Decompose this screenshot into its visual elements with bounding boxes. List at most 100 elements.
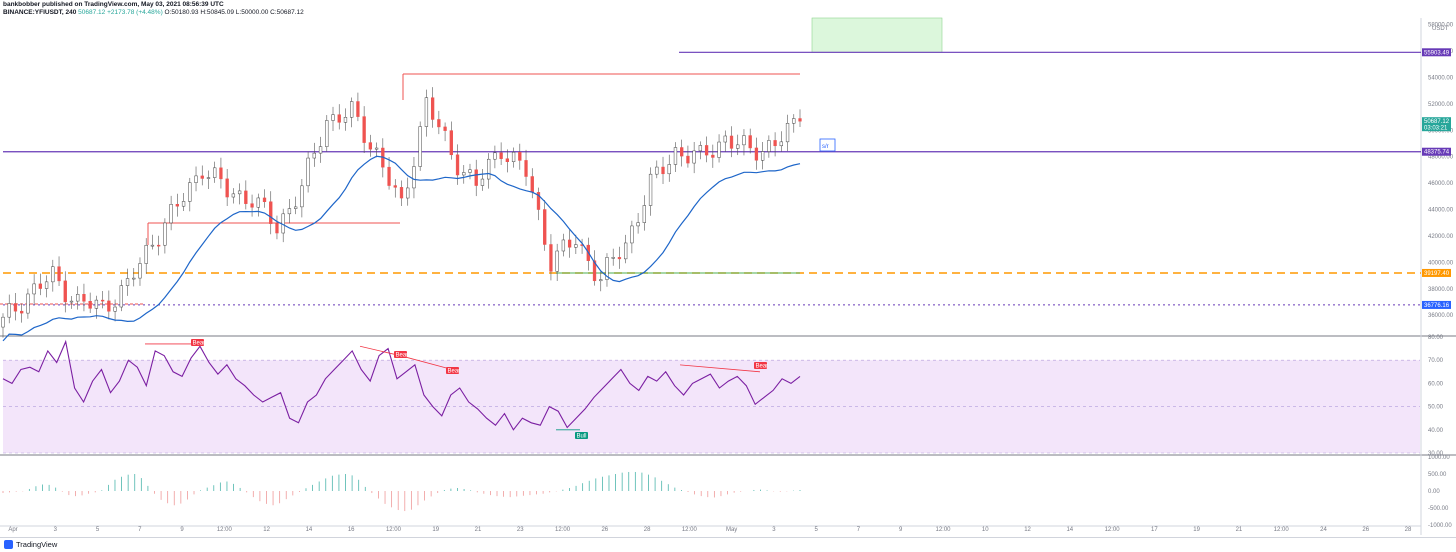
candle-body — [387, 166, 391, 186]
candle-body — [723, 135, 727, 143]
time-tick-label: 21 — [475, 527, 482, 533]
price-tick-label: 44000.00 — [1428, 208, 1454, 214]
time-tick-label: 12:00 — [386, 527, 402, 533]
candle-body — [244, 190, 248, 204]
candle-body — [275, 223, 279, 234]
time-tick-label: 28 — [1405, 527, 1412, 533]
candle-body — [680, 147, 684, 157]
rsi-tick-label: 50.00 — [1428, 405, 1444, 411]
rsi-tick-label: 30.00 — [1428, 451, 1444, 457]
candle-body — [443, 126, 447, 131]
signal-tag — [575, 432, 588, 439]
candle-body — [437, 119, 441, 128]
candle-body — [549, 244, 553, 272]
candle-body — [742, 135, 746, 146]
candle-body — [256, 197, 260, 208]
candle-body — [76, 294, 80, 302]
candle-body — [592, 260, 597, 282]
candle-body — [630, 225, 634, 244]
candle-body — [163, 222, 167, 246]
candle-body — [69, 300, 74, 303]
candle-body — [406, 187, 410, 199]
candle-body — [798, 118, 802, 122]
candle-body — [88, 300, 92, 309]
signal-label: Bear — [756, 364, 769, 370]
tradingview-logo-icon[interactable] — [4, 540, 13, 549]
candle-body — [543, 209, 547, 245]
candle-body — [424, 97, 429, 127]
candle-body — [505, 158, 510, 163]
currency-label: USDT — [1432, 26, 1449, 32]
candle-body — [368, 142, 373, 150]
signal-label: Bear — [448, 369, 461, 375]
time-tick-label: 10 — [982, 527, 989, 533]
candle-body — [698, 145, 703, 152]
price-tick-label: 46000.00 — [1428, 181, 1454, 187]
osc-tick-label: 1000.00 — [1428, 455, 1450, 461]
candle-body — [561, 239, 566, 252]
footer-bar: TradingView — [0, 537, 1456, 552]
price-change: +2173.78 (+4.48%) — [107, 9, 163, 16]
candle-body — [138, 263, 142, 279]
chart-header: bankbobber published on TradingView.com,… — [3, 1, 304, 17]
candle-body — [430, 97, 435, 120]
candle-body — [704, 145, 709, 156]
divergence-line — [359, 345, 401, 356]
rsi-tick-label: 60.00 — [1428, 381, 1444, 387]
candle-body — [624, 242, 628, 260]
candle-body — [605, 257, 609, 280]
price-tick-label: 38000.00 — [1428, 287, 1454, 293]
candle-body — [325, 120, 329, 147]
candle-body — [20, 310, 24, 314]
candle-body — [157, 244, 161, 247]
candle-body — [125, 278, 130, 286]
symbol-label: BINANCE:YFIUSDT, 240 — [3, 9, 77, 16]
time-tick-label: 17 — [1151, 527, 1158, 533]
candle-body — [717, 141, 721, 158]
signal-tag — [754, 362, 767, 369]
candle-body — [94, 299, 99, 309]
time-tick-label: 23 — [517, 527, 524, 533]
brand-name[interactable]: TradingView — [16, 540, 58, 549]
candle-body — [686, 155, 690, 164]
osc-tick-label: 500.00 — [1428, 472, 1447, 478]
time-tick-label: 3 — [54, 527, 58, 533]
candle-body — [493, 152, 497, 160]
rsi-tick-label: 70.00 — [1428, 358, 1444, 364]
candle-body — [200, 175, 204, 179]
candle-body — [231, 193, 236, 198]
candle-body — [169, 204, 173, 224]
open-value: O:50180.93 — [164, 9, 199, 16]
candle-body — [511, 151, 516, 163]
candle-body — [181, 201, 186, 207]
candle-body — [63, 280, 67, 303]
candle-body — [362, 116, 366, 143]
candle-body — [175, 204, 179, 207]
candle-body — [729, 135, 734, 149]
price-tick-label: 48000.00 — [1428, 155, 1454, 161]
candle-body — [754, 147, 759, 161]
price-label-bg — [1422, 117, 1451, 132]
time-tick-label: 26 — [1362, 527, 1369, 533]
time-tick-label: 12 — [263, 527, 270, 533]
candle-body — [300, 185, 304, 208]
time-tick-label: 12 — [1024, 527, 1031, 533]
candle-body — [356, 101, 360, 117]
signal-label: Bull — [577, 434, 587, 440]
candle-body — [150, 244, 155, 247]
candle-body — [673, 147, 678, 165]
candle-body — [269, 201, 273, 224]
candle-body — [692, 150, 696, 164]
candle-body — [343, 117, 348, 123]
candle-body — [599, 279, 603, 282]
candle-body — [262, 197, 267, 202]
candle-body — [1, 316, 5, 328]
candle-body — [44, 281, 49, 289]
candle-body — [26, 293, 30, 314]
candle-body — [555, 250, 559, 272]
time-tick-label: 9 — [899, 527, 903, 533]
candle-body — [518, 151, 522, 161]
candle-body — [219, 167, 223, 180]
candle-body — [306, 157, 310, 187]
